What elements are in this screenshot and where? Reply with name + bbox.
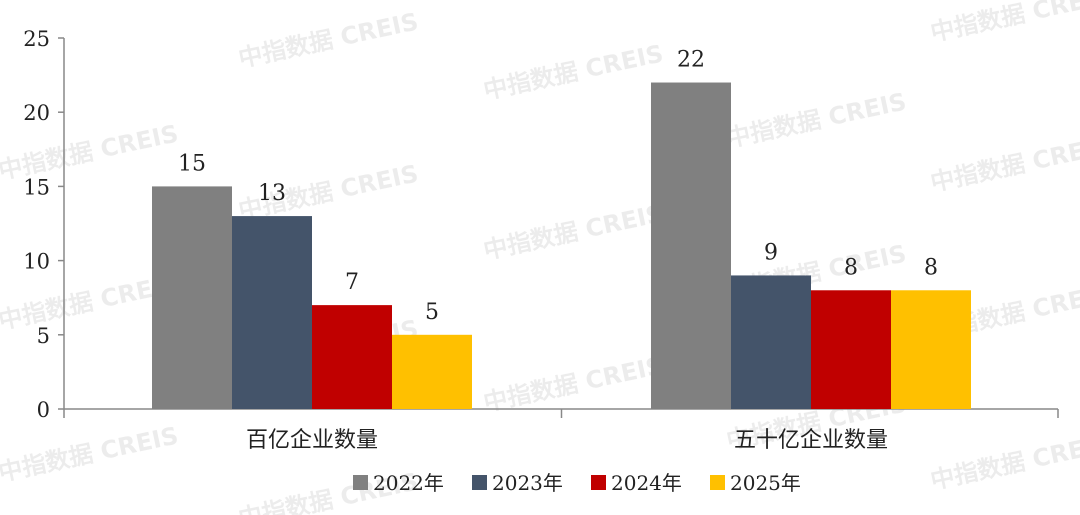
data-label: 13 [258,181,286,206]
bar [731,275,811,409]
legend-swatch [591,475,606,490]
watermark-text: 中指数据 CREIS [481,39,666,104]
data-label: 8 [924,255,938,280]
bar [232,216,312,409]
bar [392,334,472,409]
bar [312,305,392,409]
data-label: 9 [764,240,778,265]
legend-label: 2024年 [611,471,682,495]
watermark-text: 中指数据 CREIS [481,199,666,264]
watermark-text: 中指数据 CREIS [928,0,1080,47]
x-category-label: 百亿企业数量 [246,428,378,453]
y-tick-label: 20 [23,101,50,125]
legend-swatch [710,475,725,490]
data-label: 8 [844,255,858,280]
data-label: 15 [178,151,206,176]
data-labels: 15 13 7 5 22 9 8 8 [178,48,938,325]
watermark-text: 中指数据 CREIS [928,429,1080,494]
bar [891,290,971,409]
data-label: 5 [425,300,439,325]
legend: 2022年 2023年 2024年 2025年 [353,471,801,495]
legend-label: 2022年 [373,471,444,495]
y-tick-label: 25 [23,27,50,51]
legend-swatch [353,475,368,490]
y-tick-label: 5 [37,324,50,348]
watermark-text: 中指数据 CREIS [0,421,181,486]
bar [651,82,731,410]
legend-swatch [472,475,487,490]
y-tick-label: 0 [37,398,50,422]
y-tick-label: 10 [23,250,50,274]
watermark-text: 中指数据 CREIS [724,87,909,152]
watermark-text: 中指数据 CREIS [481,351,666,416]
watermark-text: 中指数据 CREIS [928,131,1080,196]
data-label: 22 [677,48,705,73]
bars [152,82,971,410]
y-tick-label: 15 [23,175,50,199]
bar [152,186,232,409]
watermark-text: 中指数据 CREIS [236,7,421,72]
bar [811,290,891,409]
data-label: 7 [345,270,359,295]
x-category-label: 五十亿企业数量 [734,428,888,453]
legend-label: 2025年 [730,471,801,495]
legend-label: 2023年 [492,471,563,495]
